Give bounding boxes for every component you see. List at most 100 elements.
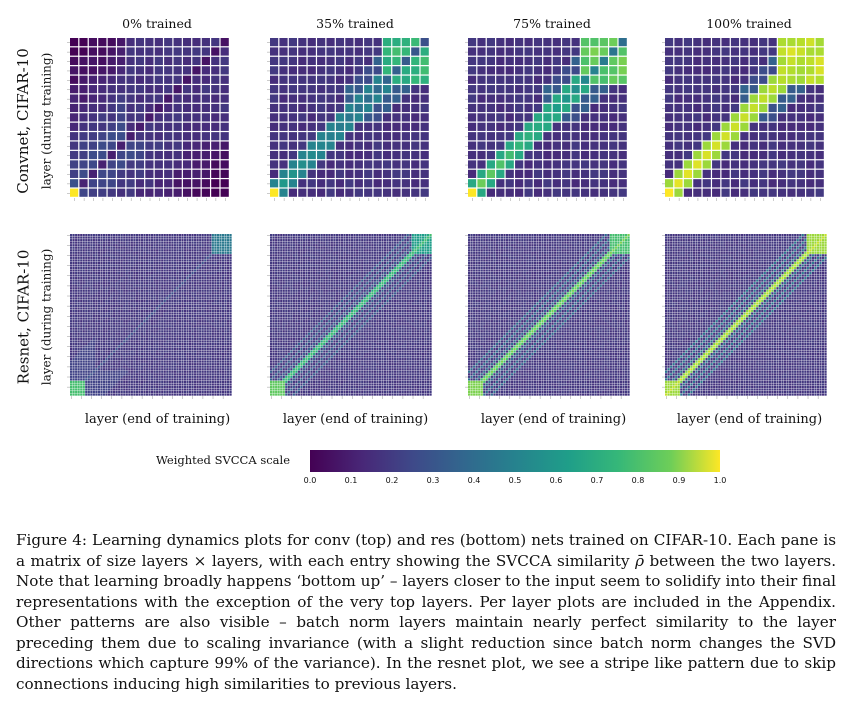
heatmap-cell	[796, 94, 805, 103]
heatmap-cell	[98, 169, 107, 178]
heatmap-cell	[133, 249, 136, 252]
heatmap-cell	[477, 188, 486, 197]
heatmap-cell	[181, 234, 184, 237]
heatmap-cell	[75, 360, 78, 363]
heatmap-cell	[188, 287, 192, 290]
heatmap-cell	[135, 360, 138, 363]
heatmap-cell	[178, 355, 182, 358]
heatmap-cell	[110, 370, 113, 373]
heatmap-cell	[209, 256, 212, 259]
heatmap-cell	[123, 304, 126, 308]
heatmap-cell	[102, 320, 106, 323]
heatmap-cell	[176, 365, 179, 368]
heatmap-cell	[107, 160, 116, 169]
heatmap-cell	[154, 38, 163, 47]
heatmap-cell	[226, 342, 230, 346]
heatmap-cell	[224, 327, 227, 330]
heatmap-cell	[143, 330, 146, 333]
heatmap-cell	[176, 282, 179, 285]
heatmap-cell	[206, 352, 209, 356]
heatmap-cell	[186, 365, 189, 368]
heatmap-cell	[524, 179, 533, 188]
heatmap-cell	[143, 259, 146, 262]
heatmap-cell	[693, 169, 702, 178]
heatmap-cell	[126, 122, 135, 131]
heatmap-cell	[77, 274, 80, 277]
heatmap-cell	[95, 332, 98, 335]
heatmap-cell	[85, 378, 88, 381]
heatmap-cell	[486, 141, 496, 150]
heatmap-cell	[143, 274, 146, 277]
heatmap-cell	[201, 340, 204, 343]
heatmap-cell	[609, 169, 618, 178]
heatmap-cell	[138, 277, 141, 280]
heatmap-cell	[214, 335, 217, 338]
heatmap-cell	[110, 373, 113, 376]
heatmap-cell	[226, 363, 230, 366]
heatmap-cell	[211, 271, 214, 275]
heatmap-cell	[721, 169, 730, 178]
heatmap-cell	[82, 320, 85, 323]
heatmap-cell	[201, 282, 204, 285]
heatmap-cell	[199, 322, 202, 325]
heatmap-cell	[145, 261, 149, 265]
heatmap-cell	[97, 340, 101, 343]
heatmap-cell	[70, 94, 79, 103]
heatmap-cell	[161, 254, 164, 257]
heatmap-cell	[206, 261, 209, 265]
heatmap-cell	[496, 38, 505, 47]
heatmap-cell	[72, 249, 75, 252]
heatmap-cell	[226, 287, 230, 290]
heatmap-cell	[749, 47, 758, 56]
heatmap-cell	[411, 103, 420, 113]
heatmap-cell	[288, 179, 298, 188]
heatmap-cell	[401, 150, 410, 160]
heatmap-cell	[80, 317, 83, 320]
heatmap-cell	[158, 358, 161, 361]
heatmap-cell	[90, 234, 93, 237]
heatmap-cell	[345, 85, 354, 94]
heatmap-cell	[135, 277, 138, 280]
heatmap-cell	[128, 304, 131, 308]
heatmap-cell	[590, 94, 599, 103]
heatmap-cell	[201, 299, 204, 302]
heatmap-cell	[90, 304, 93, 308]
heatmap-cell	[115, 307, 118, 310]
heatmap-cell	[85, 312, 88, 315]
heatmap-cell	[740, 188, 749, 197]
heatmap-cell	[130, 269, 133, 272]
heatmap-cell	[75, 304, 78, 308]
heatmap-cell	[135, 375, 138, 378]
heatmap-cell	[153, 337, 156, 340]
heatmap-cell	[72, 282, 75, 285]
heatmap-cell	[145, 132, 154, 141]
heatmap-cell	[618, 38, 627, 47]
heatmap-cell	[196, 327, 199, 330]
heatmap-cell	[674, 160, 683, 169]
heatmap-cell	[72, 332, 75, 335]
heatmap-cell	[123, 256, 126, 259]
heatmap-cell	[229, 309, 232, 313]
heatmap-cell	[80, 279, 83, 282]
heatmap-cell	[209, 292, 212, 295]
heatmap-cell	[477, 160, 486, 169]
heatmap-cell	[158, 264, 161, 267]
heatmap-cell	[133, 246, 136, 249]
heatmap-cell	[183, 373, 187, 376]
heatmap-cell	[562, 132, 571, 141]
heatmap-cell	[181, 315, 184, 318]
heatmap-cell	[183, 279, 187, 282]
heatmap-cell	[151, 363, 154, 366]
heatmap-cell	[181, 317, 184, 320]
heatmap-cell	[335, 47, 345, 56]
heatmap-cell	[196, 365, 199, 368]
heatmap-cell	[151, 269, 154, 272]
heatmap-cell	[75, 368, 78, 371]
heatmap-cell	[221, 279, 225, 282]
heatmap-cell	[229, 259, 232, 262]
heatmap-cell	[420, 122, 429, 131]
heatmap-cell	[140, 360, 144, 363]
heatmap-cell	[168, 375, 171, 378]
heatmap-cell	[118, 360, 121, 363]
heatmap-cell	[209, 259, 212, 262]
